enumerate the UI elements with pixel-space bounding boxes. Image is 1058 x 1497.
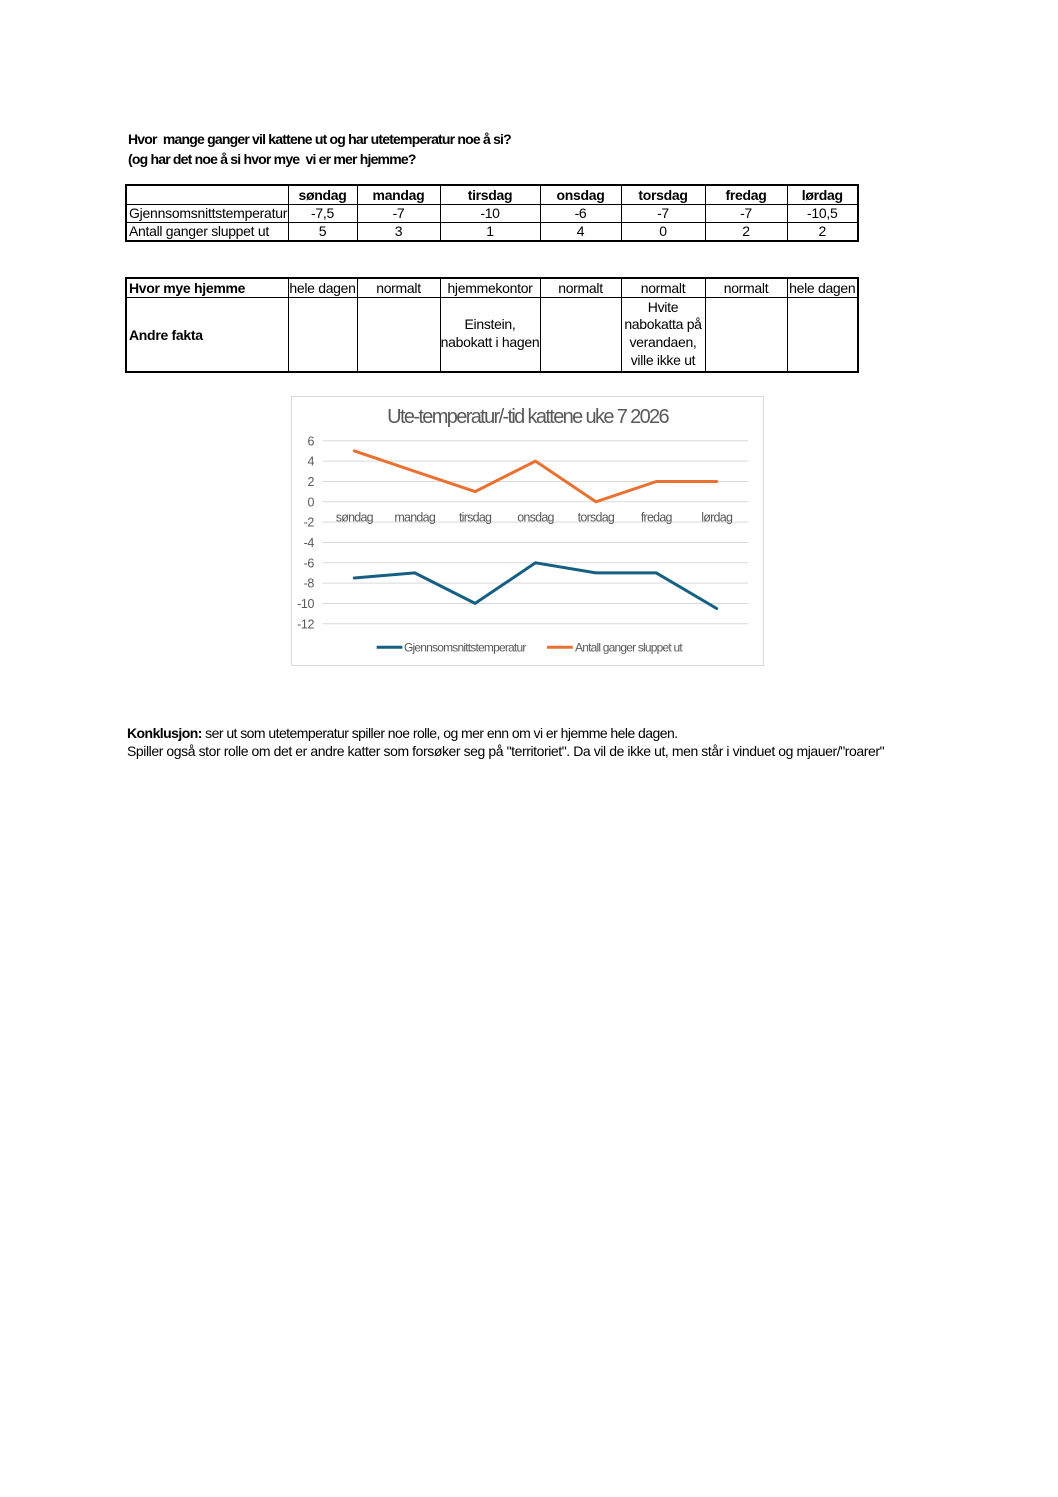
svg-text:Ute-temperatur/-tid kattene uk: Ute-temperatur/-tid kattene uke 7 2026 [387, 406, 669, 428]
svg-text:søndag: søndag [336, 510, 374, 524]
svg-text:torsdag: torsdag [578, 510, 615, 524]
svg-text:-2: -2 [304, 515, 315, 529]
svg-text:fredag: fredag [641, 510, 673, 524]
svg-text:0: 0 [308, 495, 315, 509]
svg-text:-8: -8 [304, 576, 315, 590]
svg-text:tirsdag: tirsdag [459, 510, 492, 524]
svg-text:onsdag: onsdag [517, 510, 554, 524]
svg-text:-4: -4 [304, 536, 315, 550]
svg-text:-6: -6 [304, 556, 315, 570]
svg-text:4: 4 [308, 454, 315, 468]
svg-text:Antall ganger sluppet ut: Antall ganger sluppet ut [575, 640, 683, 654]
svg-text:-10: -10 [297, 597, 314, 611]
svg-text:6: 6 [308, 434, 315, 448]
svg-text:mandag: mandag [395, 510, 436, 524]
svg-text:Gjennsomsnittstemperatur: Gjennsomsnittstemperatur [404, 640, 526, 654]
svg-text:-12: -12 [297, 617, 314, 631]
svg-text:lørdag: lørdag [701, 510, 733, 524]
svg-text:2: 2 [308, 475, 315, 489]
